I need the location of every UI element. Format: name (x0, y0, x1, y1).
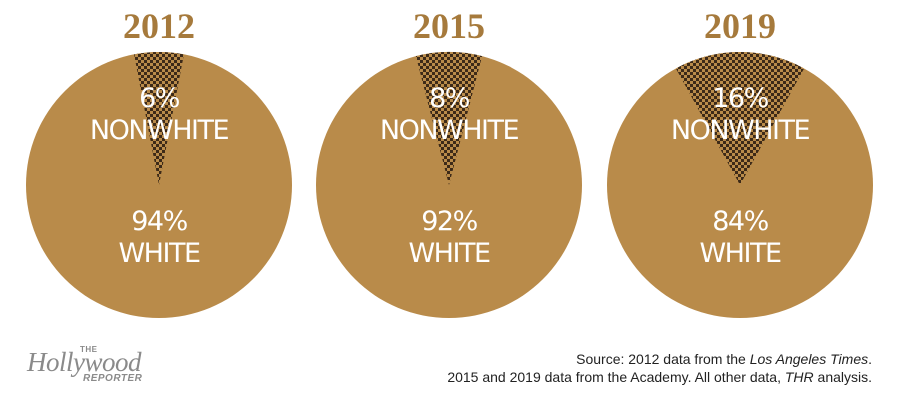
white-name-label: WHITE (699, 238, 780, 269)
white-pct-label: 84% (712, 206, 768, 237)
source-line-2-prefix: 2015 and 2019 data from the Academy. All… (447, 369, 785, 385)
pie-title: 2012 (123, 6, 195, 46)
pie-slice-nonwhite (675, 51, 805, 185)
source-line-2-suffix: analysis. (813, 369, 872, 385)
white-name-label: WHITE (408, 238, 489, 269)
source-line-1-italic: Los Angeles Times (749, 351, 869, 367)
source-line-1-suffix: . (868, 351, 872, 367)
pie-slice-nonwhite (415, 52, 483, 185)
nonwhite-name-label: NONWHITE (671, 115, 810, 146)
logo-word: Hollywood (27, 347, 142, 377)
source-line-1-prefix: Source: 2012 data from the (576, 351, 750, 367)
pie-chart-2015: 2015 8%NONWHITE 92%WHITE (316, 6, 582, 318)
nonwhite-pct-label: 16% (712, 83, 768, 114)
nonwhite-name-label: NONWHITE (90, 115, 229, 146)
nonwhite-name-label: NONWHITE (380, 115, 519, 146)
pie-chart-2012: 2012 6%NONWHITE 94%WHITE (26, 6, 292, 318)
pie-charts: 20126%NONWHITE94%WHITE20158%NONWHITE92%W… (26, 6, 873, 318)
nonwhite-pct-label: 8% (429, 83, 470, 114)
pie-title: 2019 (704, 6, 776, 46)
white-pct-label: 94% (131, 206, 187, 237)
white-name-label: WHITE (118, 238, 199, 269)
nonwhite-pct-label: 6% (139, 83, 180, 114)
source-line-2-italic: THR (784, 369, 814, 385)
source-line-2: 2015 and 2019 data from the Academy. All… (447, 368, 872, 386)
source-line-1: Source: 2012 data from the Los Angeles T… (447, 350, 872, 368)
logo-reporter: REPORTER (83, 373, 143, 384)
source-note: Source: 2012 data from the Los Angeles T… (447, 350, 872, 386)
hollywood-reporter-logo: Hollywood THE REPORTER (27, 345, 167, 387)
logo-the: THE (80, 345, 98, 354)
pie-chart-2019: 2019 16%NONWHITE 84%WHITE (607, 6, 873, 318)
pie-title: 2015 (413, 6, 485, 46)
pie-slice-nonwhite (134, 52, 184, 185)
white-pct-label: 92% (421, 206, 477, 237)
